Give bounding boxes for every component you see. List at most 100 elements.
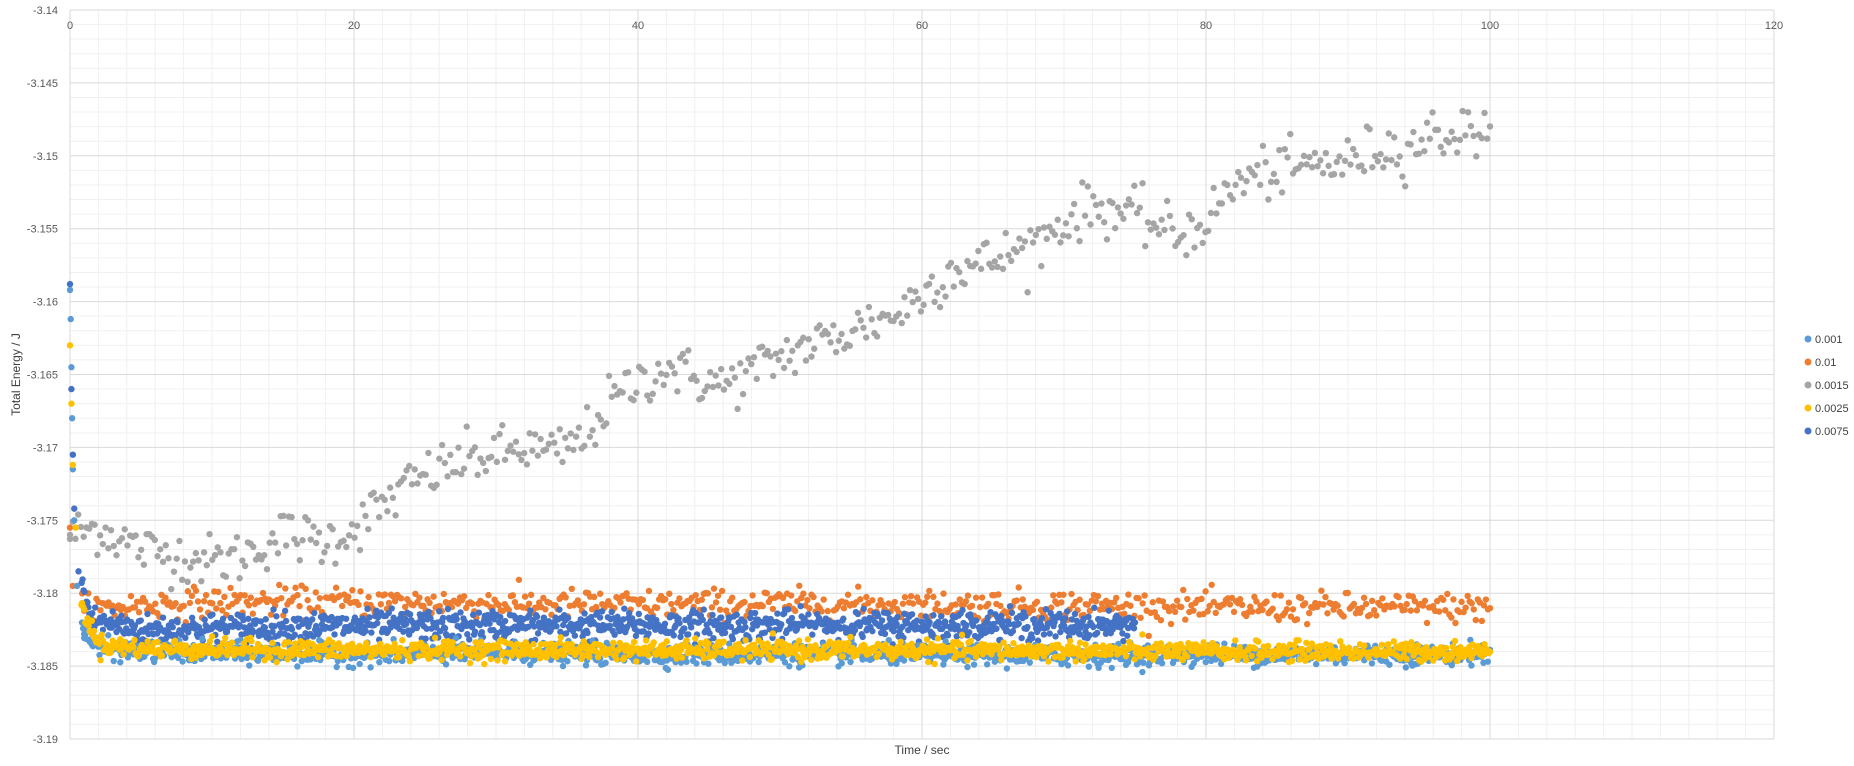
data-point: [291, 631, 299, 639]
data-point: [436, 602, 443, 610]
data-point: [1255, 638, 1262, 645]
data-point: [838, 330, 845, 338]
data-point: [1289, 606, 1297, 613]
data-point: [354, 522, 361, 530]
y-tick-label: -3.15: [33, 151, 58, 163]
data-point: [645, 630, 652, 637]
data-point: [1081, 212, 1089, 219]
data-point: [608, 608, 615, 616]
data-point: [611, 382, 618, 390]
data-point: [613, 656, 620, 663]
data-point: [1393, 161, 1401, 168]
data-point: [135, 554, 142, 561]
data-point: [1131, 182, 1138, 189]
data-point: [249, 610, 257, 617]
data-point: [644, 392, 651, 399]
data-point: [209, 556, 216, 564]
data-point: [1270, 170, 1278, 178]
data-point: [1486, 604, 1494, 612]
data-point: [564, 614, 572, 622]
data-point: [729, 635, 737, 643]
data-point: [553, 623, 560, 630]
data-point: [589, 426, 596, 434]
data-point: [934, 289, 941, 296]
data-point: [375, 513, 383, 521]
data-point: [1204, 608, 1211, 615]
data-point: [1022, 613, 1029, 620]
data-point: [1254, 161, 1261, 169]
data-point: [304, 596, 311, 604]
data-point: [481, 660, 488, 668]
data-point: [1237, 174, 1245, 181]
data-point: [171, 637, 179, 644]
data-point: [1298, 645, 1306, 653]
data-point: [288, 513, 295, 521]
data-point: [1226, 601, 1234, 608]
data-point: [824, 330, 832, 338]
data-point: [557, 634, 565, 641]
data-point: [490, 434, 498, 442]
data-point: [1033, 598, 1041, 605]
data-point: [362, 512, 369, 520]
data-point: [68, 364, 75, 371]
data-point: [99, 540, 107, 548]
x-tick-label: 20: [348, 20, 360, 32]
data-point: [66, 535, 74, 543]
data-point: [249, 628, 257, 636]
data-point: [742, 624, 749, 631]
data-point: [895, 310, 903, 317]
data-point: [292, 584, 299, 591]
data-points: [66, 107, 1494, 676]
data-point: [69, 451, 77, 458]
data-point: [582, 662, 590, 669]
data-point: [1142, 242, 1149, 250]
data-point: [664, 666, 672, 673]
data-point: [1016, 235, 1023, 242]
data-point: [208, 633, 216, 640]
data-point: [1067, 637, 1074, 645]
data-point: [1033, 653, 1040, 661]
data-point: [645, 652, 652, 659]
data-point: [1029, 606, 1037, 614]
data-point: [942, 293, 949, 300]
data-point: [180, 602, 187, 610]
data-point: [666, 590, 673, 597]
data-point: [296, 602, 303, 610]
data-point: [1124, 658, 1132, 666]
data-point: [423, 643, 430, 651]
data-point: [298, 657, 305, 665]
data-point: [313, 539, 320, 547]
data-point: [1139, 600, 1146, 607]
data-point: [221, 593, 228, 601]
data-point: [1325, 162, 1332, 170]
data-point: [827, 339, 834, 346]
data-point: [1235, 168, 1242, 176]
data-point: [650, 639, 657, 646]
data-point: [1385, 130, 1392, 137]
data-point: [1347, 161, 1354, 168]
data-point: [836, 647, 843, 654]
data-point: [1484, 658, 1492, 665]
data-point: [188, 614, 196, 622]
data-point: [1145, 632, 1152, 640]
data-point: [105, 632, 112, 639]
data-point: [494, 657, 501, 664]
data-point: [1435, 652, 1442, 659]
data-point: [1478, 617, 1486, 625]
data-point: [1298, 161, 1305, 168]
data-point: [1473, 153, 1480, 160]
data-point: [1131, 656, 1138, 663]
data-point: [194, 598, 202, 605]
data-point: [1210, 598, 1217, 606]
data-point: [1103, 617, 1111, 625]
data-point: [1158, 660, 1166, 667]
data-point: [88, 617, 96, 625]
data-point: [1204, 227, 1212, 235]
data-point: [551, 439, 558, 446]
data-point: [261, 624, 268, 631]
data-point: [1062, 220, 1070, 227]
data-point: [660, 381, 667, 389]
data-point: [1171, 608, 1179, 616]
data-point: [411, 466, 418, 473]
data-point: [1169, 603, 1177, 610]
